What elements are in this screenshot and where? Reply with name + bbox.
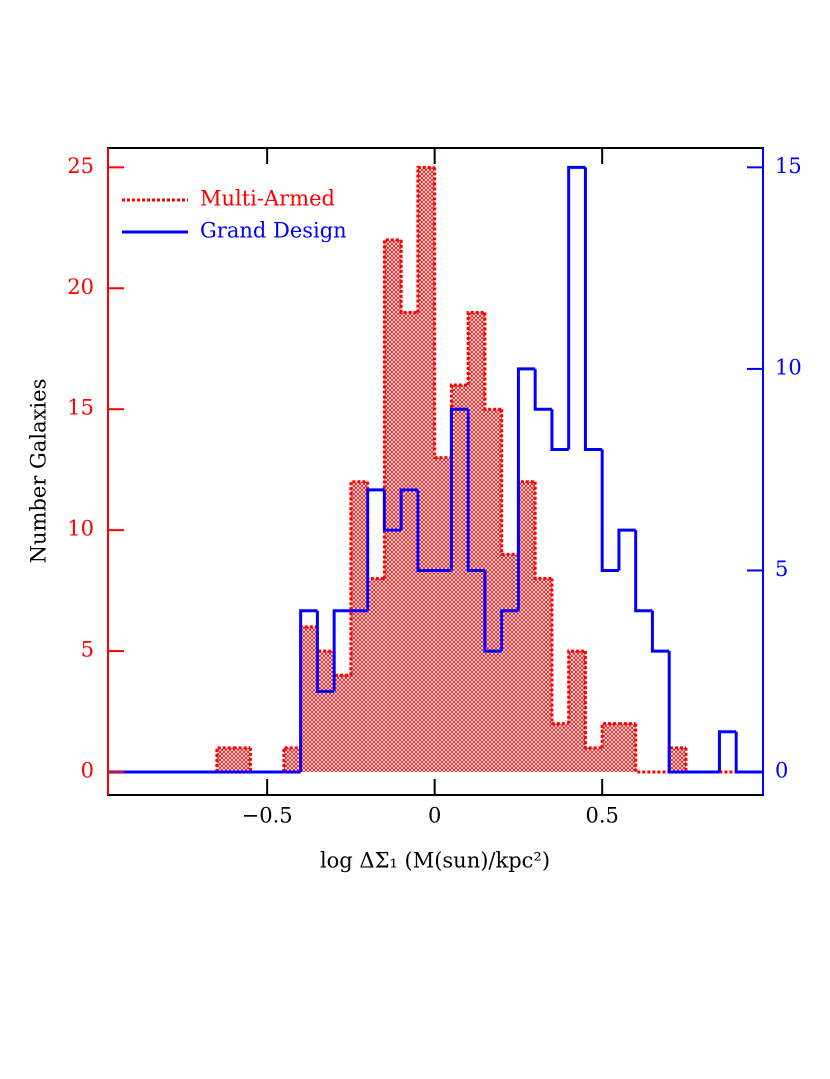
bar-step bbox=[516, 367, 536, 611]
y-tick-label: 15 bbox=[67, 396, 94, 420]
bar-step bbox=[533, 368, 552, 411]
bar-step bbox=[449, 383, 469, 458]
bar-step bbox=[533, 481, 552, 581]
bar-step bbox=[399, 488, 418, 531]
x-tick-label: 0.5 bbox=[585, 804, 618, 828]
y-tick-label: 5 bbox=[81, 638, 94, 662]
bar-step bbox=[466, 310, 485, 386]
bar-fill bbox=[350, 481, 368, 773]
bar-step bbox=[416, 489, 435, 572]
y2-tick-label: 5 bbox=[775, 557, 788, 581]
bar-step bbox=[382, 238, 402, 579]
bar-fill bbox=[535, 578, 552, 773]
bar-step bbox=[667, 746, 686, 773]
x-tick-label: −0.5 bbox=[242, 804, 293, 828]
bar-step bbox=[567, 165, 586, 450]
bar-step bbox=[483, 570, 502, 653]
bar-step bbox=[248, 747, 268, 774]
y2-tick-label: 0 bbox=[775, 759, 788, 783]
bar-fill bbox=[468, 312, 485, 773]
bar-fill bbox=[484, 409, 502, 773]
bar-step bbox=[449, 407, 469, 571]
bar-step bbox=[215, 746, 234, 773]
bar-step bbox=[366, 481, 385, 581]
bar-fill bbox=[602, 723, 619, 773]
legend-label: Multi-Armed bbox=[200, 187, 335, 211]
bar-step bbox=[583, 167, 603, 452]
y-tick-label: 0 bbox=[81, 759, 94, 783]
bar-step bbox=[550, 578, 569, 726]
bar-step bbox=[500, 609, 519, 652]
bar-fill bbox=[551, 723, 569, 773]
bar-fill bbox=[233, 747, 251, 773]
y-tick-label: 10 bbox=[67, 517, 94, 541]
bar-step bbox=[299, 609, 318, 773]
bar-step bbox=[550, 409, 569, 452]
bar-step bbox=[315, 610, 335, 693]
bar-step bbox=[667, 651, 686, 774]
bar-fill bbox=[367, 578, 385, 773]
bar-step bbox=[583, 651, 603, 750]
bar-step bbox=[332, 651, 351, 677]
bar-fill bbox=[300, 626, 318, 773]
bar-fill bbox=[384, 239, 402, 773]
plot-area bbox=[108, 165, 763, 774]
bar-step bbox=[684, 747, 703, 774]
bar-step bbox=[634, 530, 653, 613]
bar-step bbox=[634, 723, 653, 774]
bar-fill bbox=[518, 481, 536, 773]
bar-fill bbox=[401, 312, 418, 773]
y-axis-label: Number Galaxies bbox=[27, 379, 51, 564]
bar-step bbox=[433, 167, 452, 460]
bar-step bbox=[399, 239, 418, 314]
bar-fill bbox=[434, 457, 452, 773]
bar-step bbox=[650, 610, 670, 653]
bar-fill bbox=[451, 385, 469, 773]
legend-label: Grand Design bbox=[200, 219, 347, 243]
y-tick-label: 20 bbox=[67, 275, 94, 299]
bar-step bbox=[717, 730, 737, 773]
bar-step bbox=[567, 649, 586, 724]
x-axis-label: log ΔΣ₁ (M(sun)/kpc²) bbox=[320, 849, 550, 873]
y2-tick-label: 10 bbox=[775, 355, 802, 379]
x-tick-label: 0 bbox=[428, 804, 441, 828]
bar-fill bbox=[568, 651, 586, 773]
bar-step bbox=[600, 722, 619, 748]
bar-fill bbox=[501, 554, 519, 773]
bar-step bbox=[617, 528, 636, 571]
bar-step bbox=[416, 165, 435, 313]
bar-step bbox=[600, 449, 619, 572]
bar-step bbox=[382, 489, 402, 532]
bar-fill bbox=[618, 723, 636, 773]
bar-fill bbox=[669, 747, 686, 773]
bar-fill bbox=[417, 167, 435, 773]
bar-step bbox=[315, 626, 335, 653]
bar-fill bbox=[216, 747, 234, 773]
y2-tick-label: 15 bbox=[775, 154, 802, 178]
y-tick-label: 25 bbox=[67, 154, 94, 178]
bar-step bbox=[282, 746, 301, 773]
bar-fill bbox=[585, 747, 603, 773]
bar-step bbox=[483, 312, 502, 411]
bar-fill bbox=[334, 675, 351, 773]
bar-step bbox=[500, 409, 519, 556]
bar-step bbox=[332, 609, 351, 692]
bar-fill bbox=[283, 747, 301, 773]
bar-step bbox=[734, 731, 753, 774]
bar-fill bbox=[317, 651, 335, 773]
bar-step bbox=[466, 409, 485, 572]
bar-step bbox=[366, 488, 385, 611]
